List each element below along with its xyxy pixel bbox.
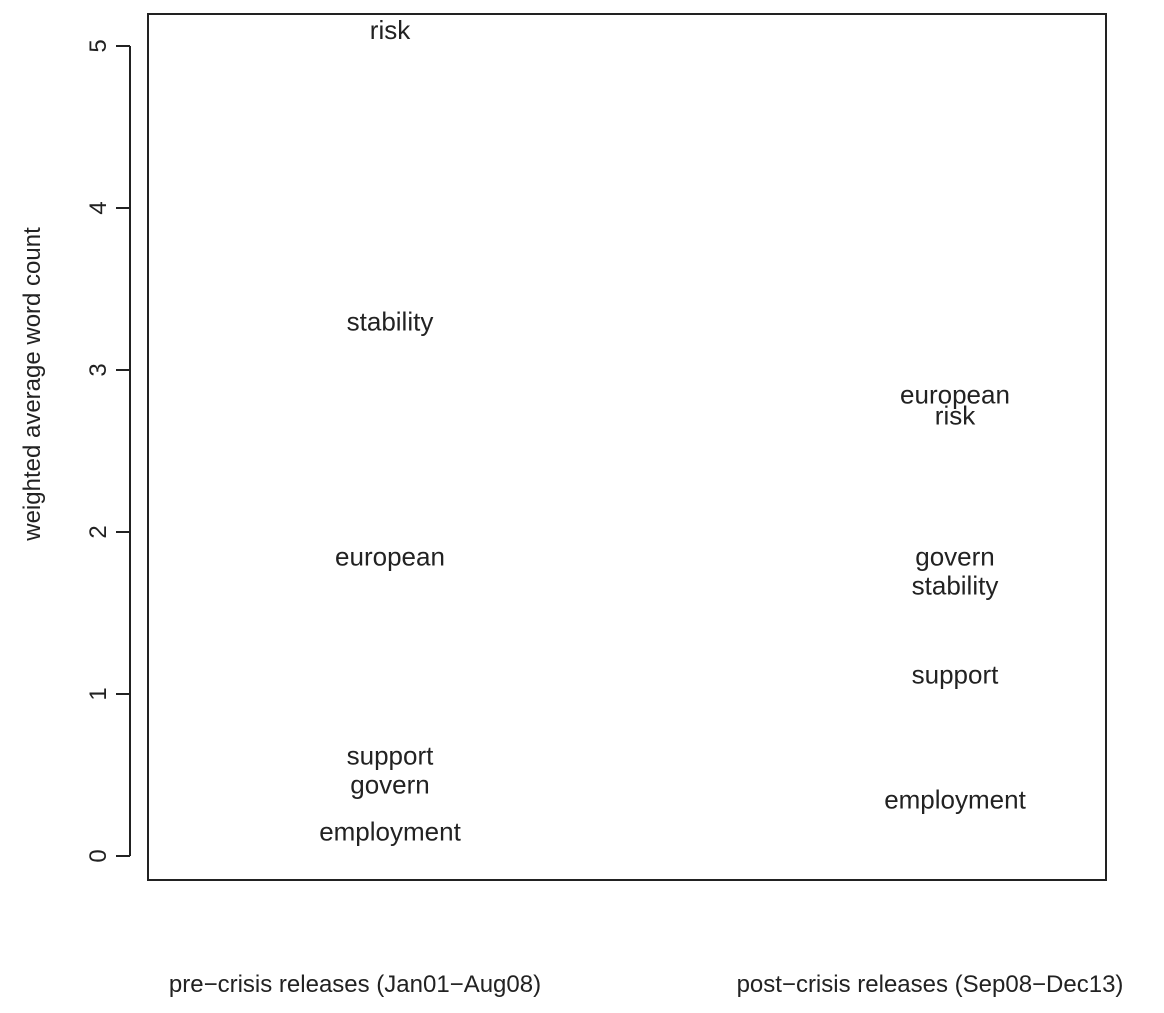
- point-label-employment: employment: [884, 784, 1026, 814]
- point-label-support: support: [912, 660, 999, 690]
- point-label-govern: govern: [350, 770, 430, 800]
- point-label-govern: govern: [915, 541, 995, 571]
- y-tick-label: 0: [85, 849, 112, 862]
- y-axis: 0 1 2 3 4 5: [85, 39, 131, 863]
- y-tick-label: 5: [85, 39, 112, 52]
- point-label-european: european: [900, 379, 1010, 409]
- category-label-1: post−crisis releases (Sep08−Dec13): [737, 971, 1124, 998]
- point-label-employment: employment: [319, 817, 461, 847]
- category-label-0: pre−crisis releases (Jan01−Aug08): [169, 971, 541, 998]
- y-axis-title: weighted average word count: [19, 227, 46, 542]
- point-label-risk: risk: [935, 400, 976, 430]
- points-layer: riskstabilityeuropeansupportgovernemploy…: [319, 15, 1026, 847]
- point-label-stability: stability: [912, 570, 999, 600]
- y-tick-label: 2: [85, 525, 112, 538]
- point-label-support: support: [347, 741, 434, 771]
- y-tick-label: 1: [85, 687, 112, 700]
- category-labels: pre−crisis releases (Jan01−Aug08) post−cr…: [169, 971, 1124, 998]
- y-tick-label: 4: [85, 201, 112, 214]
- point-label-risk: risk: [370, 15, 411, 45]
- point-label-european: european: [335, 541, 445, 571]
- plot-frame: [147, 13, 1107, 881]
- y-tick-label: 3: [85, 363, 112, 376]
- point-label-stability: stability: [347, 306, 434, 336]
